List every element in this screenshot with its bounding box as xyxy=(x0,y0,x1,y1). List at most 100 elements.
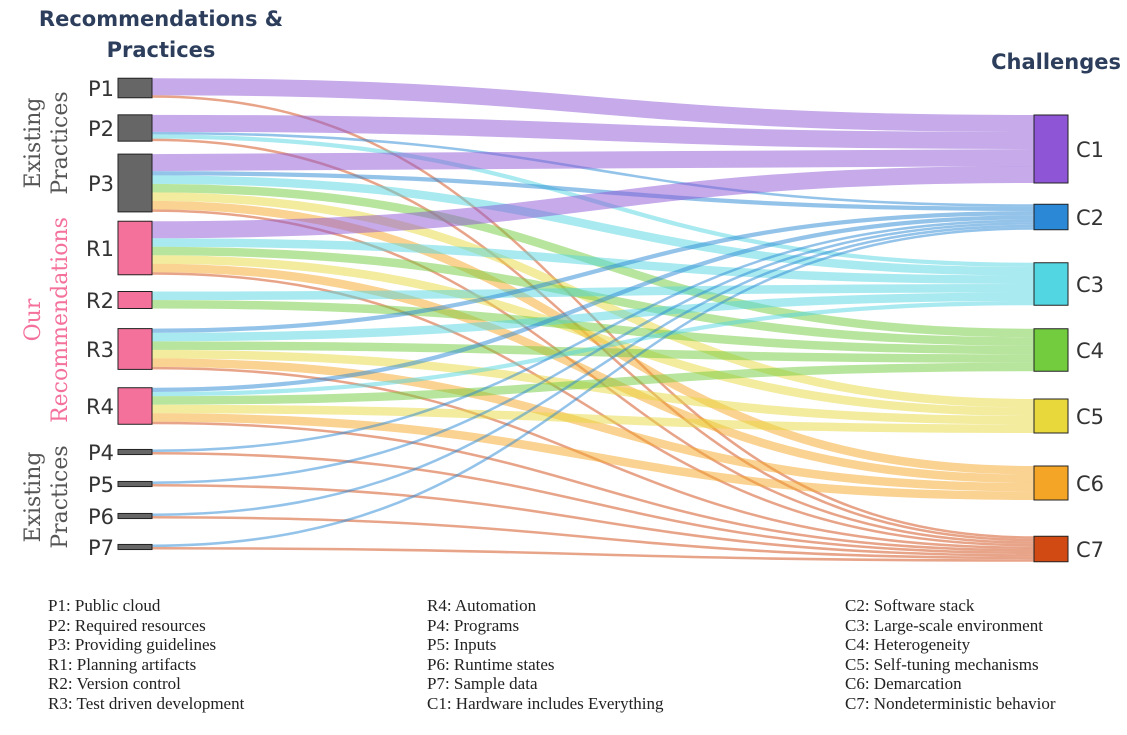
side-label-line: Existing xyxy=(21,451,46,543)
node-r1 xyxy=(117,220,153,276)
legend-item: P2: Required resources xyxy=(48,615,206,635)
node-label-p2: P2 xyxy=(88,117,114,141)
link-r3-c6 xyxy=(151,358,1035,492)
links-layer xyxy=(151,78,1035,562)
side-label-recommendations: Our Recommendations xyxy=(20,217,74,423)
legend-item: C5: Self-tuning mechanisms xyxy=(845,654,1039,674)
node-p7 xyxy=(117,543,153,551)
node-label-r2: R2 xyxy=(86,289,114,313)
node-label-r4: R4 xyxy=(86,395,114,419)
node-p6 xyxy=(117,512,153,520)
legend-item: C2: Software stack xyxy=(845,596,975,615)
node-r4 xyxy=(117,387,153,425)
legend-column-1: P1: Public cloud P2: Required resources … xyxy=(48,596,244,713)
node-label-c3: C3 xyxy=(1076,273,1104,297)
link-r3-c2 xyxy=(151,211,1035,333)
side-label-line: Recommendations xyxy=(48,217,73,423)
legend-item: P5: Inputs xyxy=(427,635,497,654)
link-p7-c2 xyxy=(151,227,1035,547)
link-p1-c1 xyxy=(151,78,1035,132)
node-p4 xyxy=(117,448,153,456)
link-r4-c4 xyxy=(151,362,1035,405)
link-p4-c2 xyxy=(151,219,1035,452)
node-label-p3: P3 xyxy=(88,172,114,196)
link-p7-c7 xyxy=(151,547,1035,562)
node-p2 xyxy=(117,114,153,142)
legend-item: R4: Automation xyxy=(427,596,537,615)
side-label-existing-bottom: Existing Practices xyxy=(20,445,74,548)
node-c7 xyxy=(1033,535,1069,563)
link-p4-c7 xyxy=(151,452,1035,555)
link-p3-c3 xyxy=(151,175,1035,276)
node-label-c4: C4 xyxy=(1076,339,1104,363)
legend-item: P1: Public cloud xyxy=(48,596,161,615)
node-label-r1: R1 xyxy=(86,237,114,261)
link-r4-c2 xyxy=(151,215,1035,392)
legend-item: C4: Heterogeneity xyxy=(845,635,971,654)
legend-item: R3: Test driven development xyxy=(48,693,245,713)
link-p5-c2 xyxy=(151,222,1035,484)
nodes-layer: P1 P2 P3 R1 R2 R3 R4 P4 P5 P6 P7 C1 C2 C3 C4 C5 C6 C7 xyxy=(86,77,1104,563)
link-r1-c3 xyxy=(151,238,1035,284)
node-c2 xyxy=(1033,203,1069,231)
legend-item: R1: Planning artifacts xyxy=(48,654,197,674)
node-label-c5: C5 xyxy=(1076,405,1104,429)
legend-item: P4: Programs xyxy=(427,615,520,635)
legend-item: C6: Demarcation xyxy=(845,674,962,693)
node-r2 xyxy=(117,291,153,309)
legend-column-3: C2: Software stack C3: Large-scale envir… xyxy=(845,596,1056,713)
legend-item: R2: Version control xyxy=(48,674,181,693)
link-r2-c4 xyxy=(151,300,1035,355)
link-r4-c6 xyxy=(151,413,1035,500)
link-r4-c3 xyxy=(151,301,1035,397)
link-r3-c3 xyxy=(151,292,1035,342)
legend-column-2: R4: Automation P4: Programs P5: Inputs P… xyxy=(427,596,664,713)
node-label-p7: P7 xyxy=(88,536,114,560)
link-p2-c2 xyxy=(151,131,1035,207)
link-r1-c6 xyxy=(151,263,1035,483)
legend-item: C3: Large-scale environment xyxy=(845,615,1043,635)
node-label-c7: C7 xyxy=(1076,538,1104,562)
side-label-line: Our xyxy=(21,298,46,342)
legend-item: P3: Providing guidelines xyxy=(48,635,217,654)
side-label-existing-top: Existing Practices xyxy=(20,91,74,194)
link-r4-c5 xyxy=(151,404,1035,433)
node-label-p5: P5 xyxy=(88,473,114,497)
link-r4-c7 xyxy=(151,421,1035,552)
legend-item: P7: Sample data xyxy=(427,674,538,693)
link-p3-c1 xyxy=(151,149,1035,172)
right-header: Challenges xyxy=(991,50,1121,74)
node-c5 xyxy=(1033,398,1069,434)
node-p5 xyxy=(117,480,153,488)
link-p2-c1 xyxy=(151,114,1035,149)
node-label-c6: C6 xyxy=(1076,472,1104,496)
node-label-c1: C1 xyxy=(1076,138,1104,162)
node-c1 xyxy=(1033,114,1069,184)
link-p6-c7 xyxy=(151,516,1035,560)
link-r1-c7 xyxy=(151,272,1035,547)
legend-item: C1: Hardware includes Everything xyxy=(427,693,664,713)
side-label-line: Practices xyxy=(48,91,73,195)
node-c3 xyxy=(1033,262,1069,306)
left-header: Recommendations & Practices xyxy=(38,7,284,62)
legend-item: C7: Nondeterministic behavior xyxy=(845,693,1056,713)
link-p6-c2 xyxy=(151,224,1035,516)
node-label-p4: P4 xyxy=(88,441,114,465)
node-label-p1: P1 xyxy=(88,77,114,101)
node-label-r3: R3 xyxy=(86,338,114,362)
node-r3 xyxy=(117,328,153,370)
link-r1-c1 xyxy=(151,166,1035,239)
node-c4 xyxy=(1033,328,1069,372)
legend-item: P6: Runtime states xyxy=(427,654,555,674)
node-c6 xyxy=(1033,465,1069,501)
link-p3-c2 xyxy=(151,171,1035,212)
node-p1 xyxy=(117,77,153,99)
node-p3 xyxy=(117,153,153,213)
node-label-c2: C2 xyxy=(1076,206,1104,230)
side-label-line: Practices xyxy=(48,445,73,549)
link-p5-c7 xyxy=(151,484,1035,557)
side-label-line: Existing xyxy=(21,97,46,189)
node-label-p6: P6 xyxy=(88,505,114,529)
